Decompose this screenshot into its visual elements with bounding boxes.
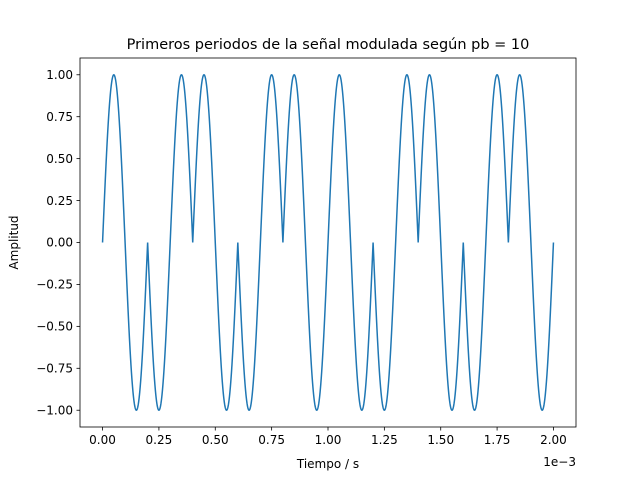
y-tick-label: 1.00	[46, 68, 73, 82]
x-axis-label: Tiempo / s	[296, 457, 359, 471]
x-tick-label: 1.25	[371, 433, 398, 447]
y-axis-label: Amplitud	[7, 215, 21, 269]
y-tick-label: 0.75	[46, 110, 73, 124]
x-tick-label: 1.75	[484, 433, 511, 447]
x-axis-offset-label: 1e−3	[543, 455, 576, 469]
y-axis: −1.00 −0.75 −0.50 −0.25 0.00 0.25 0.50 0.75 1.00	[36, 68, 80, 417]
x-tick-label: 0.00	[89, 433, 116, 447]
x-tick-label: 1.50	[427, 433, 454, 447]
y-tick-label: −0.50	[36, 320, 73, 334]
x-tick-label: 2.00	[540, 433, 567, 447]
x-tick-label: 0.75	[258, 433, 285, 447]
y-tick-label: 0.50	[46, 152, 73, 166]
x-tick-label: 0.50	[202, 433, 229, 447]
y-tick-label: 0.00	[46, 236, 73, 250]
x-tick-label: 0.25	[146, 433, 173, 447]
chart-title: Primeros periodos de la señal modulada s…	[127, 37, 530, 53]
x-tick-label: 1.00	[315, 433, 342, 447]
plot-area	[79, 57, 577, 428]
y-tick-label: −0.75	[36, 361, 73, 375]
x-axis: 0.00 0.25 0.50 0.75 1.00 1.25 1.50 1.75 2.00	[89, 427, 567, 447]
series-line	[101, 73, 555, 412]
y-tick-label: −0.25	[36, 278, 73, 292]
y-tick-label: −1.00	[36, 403, 73, 417]
y-tick-label: 0.25	[46, 194, 73, 208]
